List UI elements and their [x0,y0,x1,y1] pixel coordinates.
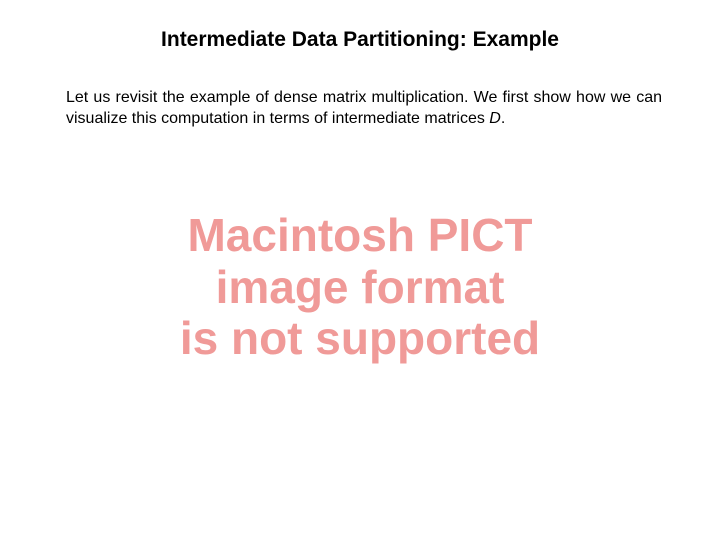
pict-placeholder: Macintosh PICT image format is not suppo… [110,210,610,365]
pict-line-3: is not supported [110,313,610,365]
pict-line-1: Macintosh PICT [110,210,610,262]
body-text-part1: Let us revisit the example of dense matr… [66,89,662,127]
body-text-italic: D [489,110,501,127]
pict-line-2: image format [110,262,610,314]
body-text-part2: . [501,110,505,127]
slide-title: Intermediate Data Partitioning: Example [0,28,720,52]
body-paragraph: Let us revisit the example of dense matr… [66,88,662,130]
slide: Intermediate Data Partitioning: Example … [0,0,720,540]
